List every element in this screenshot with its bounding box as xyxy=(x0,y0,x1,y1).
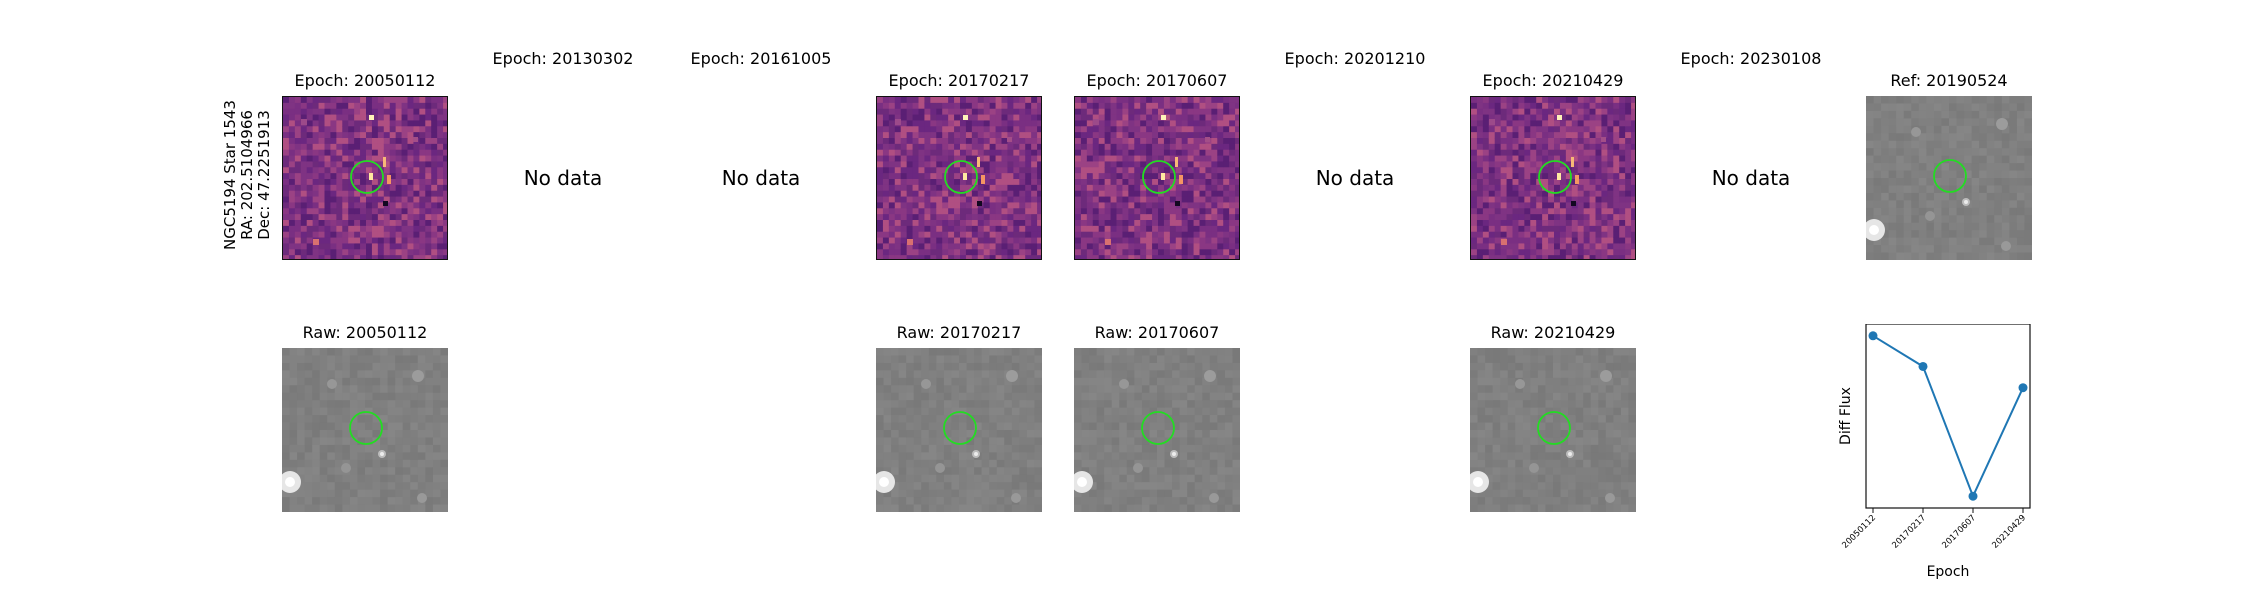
y-axis-label: Diff Flux xyxy=(1838,387,1854,445)
epoch-20201210-title: Epoch: 20201210 xyxy=(1284,49,1426,68)
epoch-20210429-diff-title: Epoch: 20210429 xyxy=(1482,71,1624,90)
epoch-20050112-raw-panel: Raw: 20050112 xyxy=(282,324,448,512)
raw-image xyxy=(1470,348,1636,512)
data-point xyxy=(1868,331,1878,341)
epoch-20130302-title: Epoch: 20130302 xyxy=(492,49,634,68)
x-tick-label: 20210429 xyxy=(1990,513,2028,551)
difference-image xyxy=(1470,96,1636,260)
plot-frame xyxy=(1865,324,2031,509)
x-tick-label: 20170217 xyxy=(1890,513,1928,551)
epoch-20210429-diff-panel: Epoch: 20210429 xyxy=(1470,72,1636,260)
reference-title: Ref: 20190524 xyxy=(1890,71,2008,90)
difference-image xyxy=(876,96,1042,260)
star-dec: Dec: 47.2251913 xyxy=(255,110,273,240)
epoch-20170217-raw-panel: Raw: 20170217 xyxy=(876,324,1042,512)
no-data-label: No data xyxy=(1315,166,1395,190)
epoch-20050112-diff-title: Epoch: 20050112 xyxy=(294,71,436,90)
x-axis-label: Epoch xyxy=(1927,564,1970,580)
star-name: NGC5194 Star 1543 xyxy=(221,100,239,250)
epoch-20230108-empty-panel: Epoch: 20230108 No data xyxy=(1668,50,1834,260)
difference-image xyxy=(1074,96,1240,260)
raw-image xyxy=(282,348,448,512)
raw-image xyxy=(1074,348,1240,512)
light-curve-panel: 20050112 20170217 20170607 20210429 Epoch Dif… xyxy=(1830,324,2230,600)
epoch-20170607-raw-title: Raw: 20170607 xyxy=(1094,323,1220,342)
epoch-20161005-empty-panel: Epoch: 20161005 No data xyxy=(678,50,844,260)
star-ra: RA: 202.5104966 xyxy=(238,110,256,240)
light-curve-chart: 20050112 20170217 20170607 20210429 Epoch Dif… xyxy=(1838,324,2031,580)
epoch-20170217-diff-panel: Epoch: 20170217 xyxy=(876,72,1042,260)
x-tick-label: 20170607 xyxy=(1940,513,1978,551)
epoch-20170217-diff-title: Epoch: 20170217 xyxy=(888,71,1030,90)
data-point xyxy=(1968,491,1978,501)
series-line xyxy=(1872,334,2024,499)
reference-image xyxy=(1866,96,2032,260)
raw-image xyxy=(876,348,1042,512)
no-data-label: No data xyxy=(523,166,603,190)
epoch-20170607-diff-title: Epoch: 20170607 xyxy=(1086,71,1228,90)
epoch-20170607-raw-panel: Raw: 20170607 xyxy=(1074,324,1240,512)
epoch-20210429-raw-panel: Raw: 20210429 xyxy=(1470,324,1636,512)
epoch-20170217-raw-title: Raw: 20170217 xyxy=(896,323,1022,342)
epoch-20050112-diff-panel: Epoch: 20050112 xyxy=(282,72,448,260)
no-data-label: No data xyxy=(1711,166,1791,190)
epoch-20170607-diff-panel: Epoch: 20170607 xyxy=(1074,72,1240,260)
epoch-20050112-raw-title: Raw: 20050112 xyxy=(302,323,428,342)
epoch-20230108-title: Epoch: 20230108 xyxy=(1680,49,1822,68)
epoch-20201210-empty-panel: Epoch: 20201210 No data xyxy=(1272,50,1438,260)
epoch-20130302-empty-panel: Epoch: 20130302 No data xyxy=(480,50,646,260)
reference-panel: Ref: 20190524 xyxy=(1866,72,2032,260)
x-tick-label: 20050112 xyxy=(1840,513,1878,551)
data-point xyxy=(2018,383,2028,393)
epoch-20161005-title: Epoch: 20161005 xyxy=(690,49,832,68)
star-info-label: NGC5194 Star 1543 RA: 202.5104966 Dec: 4… xyxy=(221,100,276,250)
difference-image xyxy=(282,96,448,260)
no-data-label: No data xyxy=(721,166,801,190)
data-point xyxy=(1918,361,1928,371)
epoch-20210429-raw-title: Raw: 20210429 xyxy=(1490,323,1616,342)
